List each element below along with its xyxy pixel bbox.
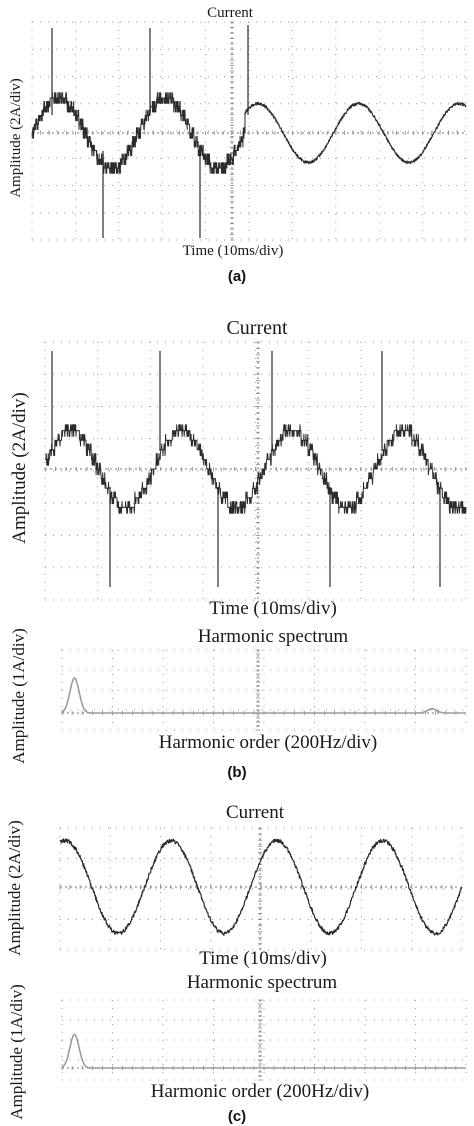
panel-b-xlabel: Time (10ms/div) [209,598,337,619]
panel-a-current-plot: Current Time (10ms/div) Amplitude (2A/di… [8,5,467,259]
panel-a-label: (a) [228,268,246,285]
panel-c-spectrum-xlabel: Harmonic order (200Hz/div) [151,1081,369,1102]
panel-b-spectrum-ylabel: Amplitude (1A/div) [9,628,28,764]
panel-c-ylabel-text: Amplitude (2A/div) [5,820,24,956]
panel-c-current-trace [59,838,463,936]
panel-c-label: (c) [228,1108,246,1125]
panel-c-xlabel: Time (10ms/div) [199,948,327,969]
panel-c-spectrum-title: Harmonic spectrum [187,972,338,993]
panel-c-spectrum-ylabel: Amplitude (1A/div) [7,984,26,1120]
panel-b-ylabel: Amplitude (2A/div) [9,392,30,543]
panel-b-spectrum-plot: Harmonic spectrum Harmonic order (200Hz/… [9,626,467,764]
panel-c-current-plot: Current Time (10ms/div) Harmonic spectru… [5,802,463,993]
panel-c-ylabel: Amplitude (2A/div) [5,820,24,956]
panel-a-ylabel: Amplitude (2A/div) [8,78,24,198]
panel-a-current-trace [31,92,467,174]
panel-b-current-trace [44,424,467,514]
panel-c-spectrum-plot: Harmonic order (200Hz/div) Amplitude (1A… [7,984,467,1120]
panel-a-grid [31,21,467,241]
panel-b-current-plot: Current Time (10ms/div) Amplitude (2A/di… [9,317,467,619]
panel-b-grid [44,341,467,601]
panel-a-xlabel: Time (10ms/div) [183,243,284,259]
panel-b-label: (b) [227,764,246,781]
panel-b-title: Current [226,317,288,339]
panel-c-title: Current [226,802,285,823]
panel-c-spectrum-trace [61,1033,467,1069]
panel-b-spectrum-xlabel: Harmonic order (200Hz/div) [159,732,377,753]
panel-b-spectrum-grid [61,649,467,731]
panel-b-spectrum-title: Harmonic spectrum [198,626,349,647]
panel-b-spectrum-trace [61,677,467,714]
panel-a-title: Current [207,5,254,21]
